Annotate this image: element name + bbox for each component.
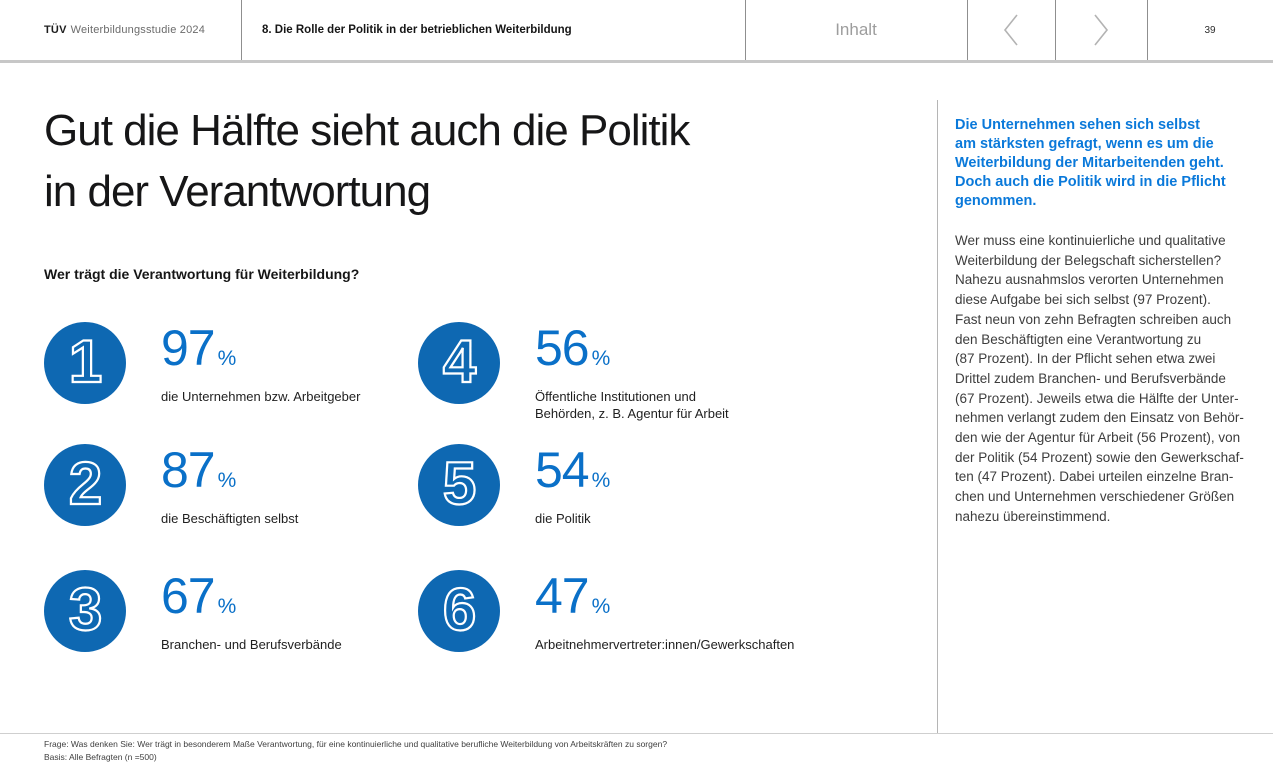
contents-button[interactable]: Inhalt	[835, 20, 877, 39]
next-page-button[interactable]	[1055, 0, 1147, 60]
sidebar-lead-paragraph: Die Unternehmen sehen sich selbst am stä…	[955, 117, 1226, 209]
rank-circle: 3	[44, 570, 126, 652]
rank-circle: 2	[44, 444, 126, 526]
stat-label: die Beschäftigten selbst	[161, 511, 299, 526]
brand-logo-text: TÜV	[44, 24, 67, 36]
stat-value: 67%	[161, 568, 237, 624]
stat-item-3: 3 67% Branchen- und Berufsverbände	[44, 570, 342, 653]
rank-circle: 1	[44, 322, 126, 404]
footnote-question: Frage: Was denken Sie: Wer trägt in beso…	[44, 739, 668, 749]
percent-sign: %	[591, 347, 611, 370]
page-title: Gut die Hälfte sieht auch die Politik in…	[44, 106, 690, 216]
chevron-right-icon	[1092, 13, 1110, 47]
header-divider	[1055, 0, 1056, 60]
footer-divider	[0, 733, 1273, 734]
rank-number: 3	[68, 576, 104, 643]
chevron-left-icon	[1002, 13, 1020, 47]
stat-item-2: 2 87% die Beschäftigten selbst	[44, 444, 298, 527]
stat-value: 97%	[161, 320, 237, 376]
stat-item-1: 1 97% die Unternehmen bzw. Arbeitgeber	[44, 322, 360, 405]
header-divider	[1147, 0, 1148, 60]
prev-page-button[interactable]	[967, 0, 1055, 60]
stat-label: Öffentliche Institutionen und Behörden, …	[535, 389, 729, 421]
rank-number: 6	[442, 576, 478, 643]
header-divider	[241, 0, 242, 60]
sidebar-body-paragraph: Wer muss eine kontinuierliche und qualit…	[955, 233, 1244, 524]
rank-number: 4	[442, 328, 478, 395]
percent-sign: %	[217, 347, 237, 370]
rank-number: 5	[442, 450, 478, 517]
header-bar: TÜV Weiterbildungsstudie 2024 8. Die Rol…	[0, 0, 1273, 63]
stat-label: Branchen- und Berufsverbände	[161, 637, 342, 652]
sidebar-divider	[937, 100, 938, 733]
rank-circle: 5	[418, 444, 500, 526]
survey-question: Wer trägt die Verantwortung für Weiterbi…	[44, 266, 360, 282]
rank-circle: 4	[418, 322, 500, 404]
brand: TÜV Weiterbildungsstudie 2024	[44, 0, 205, 60]
stat-label: die Unternehmen bzw. Arbeitgeber	[161, 389, 361, 404]
percent-sign: %	[591, 595, 611, 618]
stat-item-4: 4 56% Öffentliche Institutionen und Behö…	[418, 322, 729, 422]
page-number: 39	[1204, 24, 1216, 36]
rank-circle: 6	[418, 570, 500, 652]
stat-item-5: 5 54% die Politik	[418, 444, 610, 527]
stat-item-6: 6 47% Arbeitnehmervertreter:innen/Gewerk…	[418, 570, 794, 653]
brand-subtitle: Weiterbildungsstudie 2024	[70, 24, 206, 36]
section-title: 8. Die Rolle der Politik in der betriebl…	[262, 24, 572, 36]
stat-label: Arbeitnehmervertreter:innen/Gewerkschaft…	[535, 637, 795, 652]
stat-label: die Politik	[535, 511, 591, 526]
header-divider	[967, 0, 968, 60]
stat-value: 47%	[535, 568, 611, 624]
header-divider	[745, 0, 746, 60]
stat-value: 54%	[535, 442, 611, 498]
stat-value: 87%	[161, 442, 237, 498]
percent-sign: %	[217, 595, 237, 618]
footnote-basis: Basis: Alle Befragten (n =500)	[44, 752, 157, 762]
percent-sign: %	[217, 469, 237, 492]
percent-sign: %	[591, 469, 611, 492]
stat-value: 56%	[535, 320, 611, 376]
rank-number: 2	[68, 450, 104, 517]
rank-number: 1	[68, 328, 104, 395]
